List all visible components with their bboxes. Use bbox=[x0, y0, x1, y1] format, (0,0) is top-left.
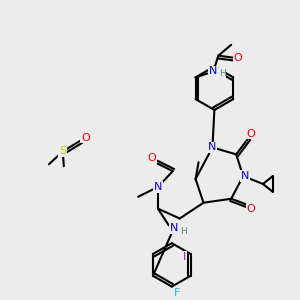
Text: O: O bbox=[148, 153, 156, 163]
Text: O: O bbox=[247, 204, 255, 214]
Text: N: N bbox=[209, 67, 218, 76]
Text: N: N bbox=[169, 224, 178, 233]
Text: H: H bbox=[219, 69, 226, 78]
Text: S: S bbox=[59, 146, 66, 156]
Text: O: O bbox=[234, 52, 242, 63]
Text: O: O bbox=[81, 133, 90, 142]
Text: F: F bbox=[174, 287, 180, 298]
Text: O: O bbox=[247, 129, 255, 139]
Text: H: H bbox=[180, 227, 187, 236]
Text: I: I bbox=[183, 252, 186, 262]
Text: N: N bbox=[241, 171, 249, 181]
Text: N: N bbox=[154, 182, 162, 192]
Text: N: N bbox=[208, 142, 217, 152]
